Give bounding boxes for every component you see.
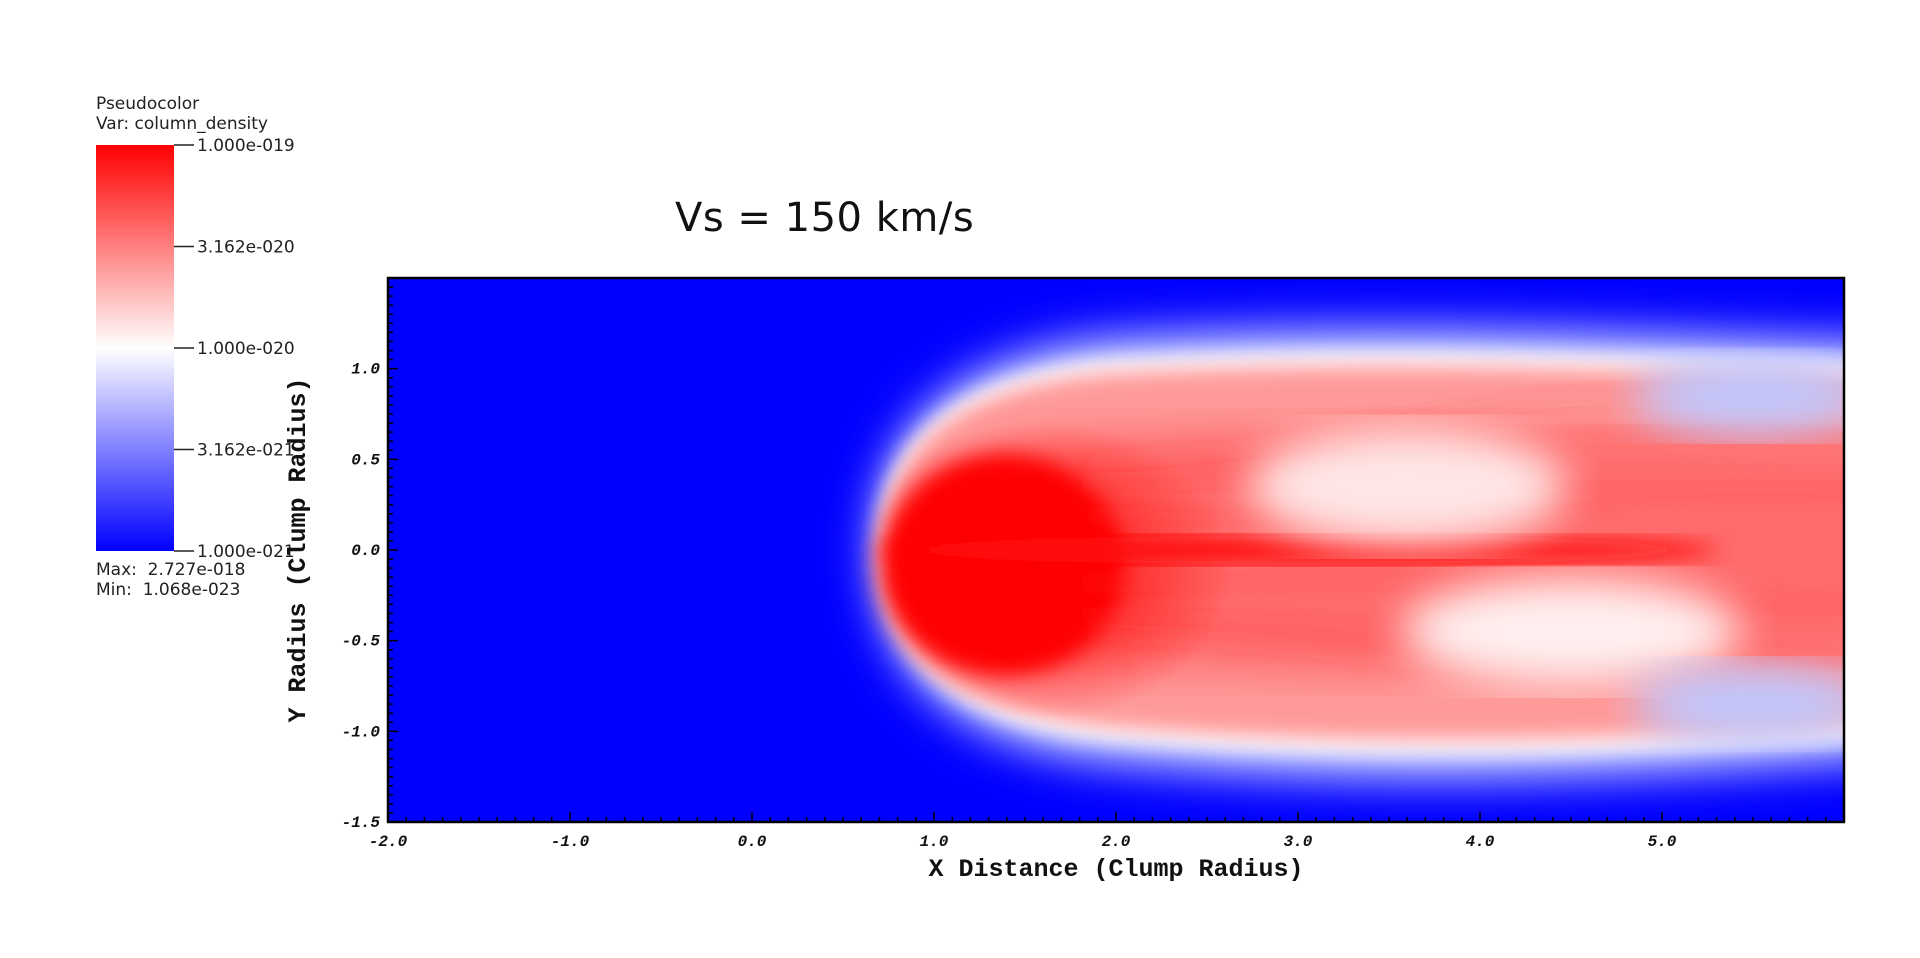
x-tick-label: 2.0 [1102, 833, 1131, 851]
y-tick-label: -1.5 [342, 814, 381, 832]
x-tick-label: 4.0 [1466, 833, 1495, 851]
x-tick-label: 3.0 [1284, 833, 1313, 851]
plume-blue-fringe [1633, 664, 1844, 745]
colorbar-tick-label: 3.162e-020 [197, 238, 295, 258]
x-tick-label: -2.0 [369, 833, 408, 851]
y-tick-label: -1.0 [342, 723, 381, 741]
x-axis: -2.0 -1.0 0.0 1.0 2.0 3.0 4.0 5.0 [369, 812, 1845, 851]
legend-min-value: Min: 1.068e-023 [96, 580, 241, 600]
y-axis: -1.5 -1.0 -0.5 0.0 0.5 1.0 [342, 277, 398, 832]
colorbar-ticks: 1.000e-019 3.162e-020 1.000e-020 3.162e-021… [174, 136, 295, 562]
x-tick-label: 1.0 [920, 833, 949, 851]
plume-midline [878, 536, 1718, 564]
legend-max-value: Max: 2.727e-018 [96, 560, 246, 580]
colorbar-tick-label: 3.162e-021 [197, 441, 295, 461]
y-tick-label: 0.5 [351, 451, 380, 469]
plume-pale-region [1247, 426, 1568, 547]
y-tick-label: 0.0 [351, 542, 380, 560]
colorbar-tick-label: 1.000e-020 [197, 339, 295, 359]
x-tick-label: 5.0 [1648, 833, 1677, 851]
x-tick-label: -1.0 [551, 833, 590, 851]
colorbar-tick-label: 1.000e-021 [197, 542, 295, 562]
x-tick-label: 0.0 [738, 833, 767, 851]
y-tick-label: 1.0 [351, 361, 380, 379]
colorbar-tick-label: 1.000e-019 [197, 136, 295, 156]
y-axis-title: Y Radius (Clump Radius) [284, 377, 313, 722]
y-tick-label: -0.5 [342, 633, 381, 651]
heatmap [388, 278, 1844, 822]
plume-filament [1079, 570, 1844, 614]
plume-core-center [883, 455, 1124, 675]
plume-pale-region [1401, 576, 1741, 687]
legend-variable-label: Var: column_density [96, 114, 268, 134]
chart-title: Vs = 150 km/s [675, 195, 975, 241]
colorbar [96, 145, 174, 551]
x-axis-title: X Distance (Clump Radius) [928, 855, 1303, 884]
plume-blue-fringe [1633, 355, 1844, 436]
legend-title: Pseudocolor [96, 94, 200, 114]
